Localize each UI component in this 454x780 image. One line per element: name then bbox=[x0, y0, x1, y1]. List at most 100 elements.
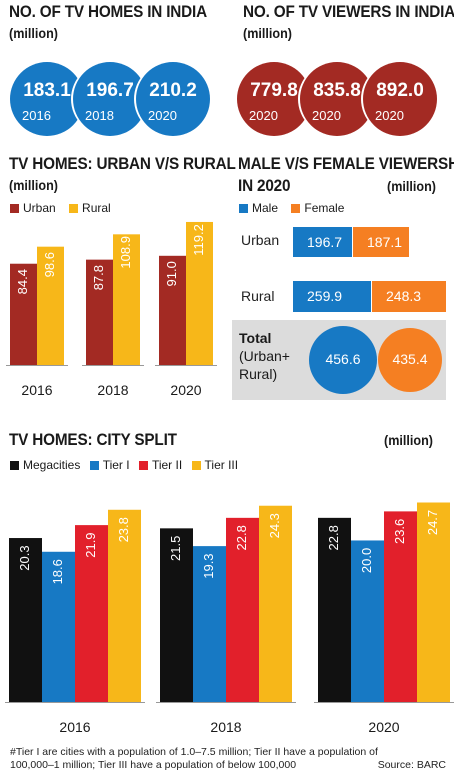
circle-value: 779.8 bbox=[250, 80, 298, 101]
data-label: 108.9 bbox=[118, 236, 133, 269]
bar-tier-ii-2016 bbox=[75, 525, 108, 702]
male-female-title-line1: MALE V/S FEMALE VIEWERSHIP bbox=[238, 154, 454, 173]
legend-label: Rural bbox=[82, 201, 111, 215]
total-label-line3: Rural) bbox=[239, 366, 278, 382]
data-label: 98.6 bbox=[42, 252, 57, 277]
total-female-circle: 435.4 bbox=[378, 328, 442, 392]
male-female-title-line2: IN 2020 bbox=[238, 176, 291, 195]
bar-megacities-2020 bbox=[318, 517, 351, 702]
legend-label: Tier I bbox=[102, 458, 130, 472]
data-label: 87.8 bbox=[91, 265, 106, 290]
male-bar-rural: 259.9 bbox=[293, 281, 371, 312]
legend-swatch bbox=[191, 461, 201, 470]
circle-value: 892.0 bbox=[376, 80, 424, 101]
bar-megacities-2018 bbox=[160, 528, 193, 702]
circle-year: 2020 bbox=[375, 108, 404, 123]
legend-swatch bbox=[10, 461, 19, 470]
city-split-unit: (million) bbox=[384, 432, 433, 448]
bar-tier-iii-2016 bbox=[108, 509, 141, 702]
bar-rural-2016 bbox=[37, 246, 64, 365]
circle-value: 435.4 bbox=[392, 351, 428, 367]
data-label: 24.3 bbox=[267, 513, 282, 538]
city-split-legend: Megacities Tier I Tier II Tier III bbox=[10, 458, 248, 472]
legend-item-male: Male bbox=[239, 201, 278, 215]
legend-label: Urban bbox=[23, 201, 56, 215]
data-label: 18.6 bbox=[50, 559, 65, 584]
bar-tier-i-2016 bbox=[42, 551, 75, 702]
tv-homes-unit: (million) bbox=[9, 25, 58, 41]
total-male-circle: 456.6 bbox=[309, 326, 377, 394]
bar-megacities-2016 bbox=[9, 538, 42, 702]
circle-value: 835.8 bbox=[313, 80, 361, 101]
urban-rural-title: TV HOMES: URBAN V/S RURAL bbox=[9, 154, 236, 173]
footnote-line1: #Tier I are cities with a population of … bbox=[10, 746, 378, 758]
male-female-unit: (million) bbox=[387, 178, 436, 194]
legend-item-female: Female bbox=[291, 201, 344, 215]
legend-item-tier2: Tier II bbox=[138, 458, 183, 472]
bar-rural-2020 bbox=[186, 221, 213, 365]
row-label-urban: Urban bbox=[241, 232, 280, 248]
total-label-line2: (Urban+ bbox=[239, 348, 290, 364]
bar-tier-iii-2020 bbox=[417, 502, 450, 702]
legend-label: Tier II bbox=[151, 458, 183, 472]
city-split-bar-chart: 20.3 18.6 21.9 23.8 2016 21.5 19.3 22.8 24.3 2018… bbox=[5, 502, 454, 735]
data-label: 23.8 bbox=[116, 517, 131, 542]
data-label: 84.4 bbox=[15, 269, 30, 294]
bar-tier-i-2018 bbox=[193, 546, 226, 702]
circle-value: 183.1 bbox=[23, 80, 71, 101]
x-tick-label: 2020 bbox=[368, 719, 399, 735]
legend-item-megacities: Megacities bbox=[10, 458, 80, 472]
data-label: 23.6 bbox=[392, 519, 407, 544]
tv-homes-circle-2018: 196.7 2018 bbox=[73, 62, 147, 136]
circle-year: 2016 bbox=[22, 108, 51, 123]
legend-swatch bbox=[69, 204, 79, 213]
male-female-legend: Male Female bbox=[239, 201, 354, 215]
bar-tier-iii-2018 bbox=[259, 505, 292, 702]
x-tick-label: 2016 bbox=[21, 382, 52, 398]
tv-homes-circle-2020: 210.2 2020 bbox=[136, 62, 210, 136]
bar-value: 196.7 bbox=[307, 234, 343, 250]
data-label: 22.8 bbox=[234, 525, 249, 550]
urban-rural-bar-chart: 84.4 98.6 2016 87.8 108.9 2018 91.0 119.2 2020 bbox=[6, 221, 217, 398]
bar-tier-ii-2018 bbox=[226, 517, 259, 702]
data-label: 24.7 bbox=[425, 510, 440, 535]
bar-tier-i-2020 bbox=[351, 540, 384, 702]
total-panel: Total (Urban+ Rural) 456.6 435.4 bbox=[232, 320, 446, 400]
circle-value: 456.6 bbox=[325, 351, 361, 367]
legend-swatch bbox=[239, 204, 248, 213]
legend-swatch bbox=[138, 461, 148, 470]
data-label: 19.3 bbox=[201, 553, 216, 578]
bar-urban-2018 bbox=[86, 259, 113, 365]
bar-urban-2016 bbox=[10, 263, 37, 365]
data-label: 91.0 bbox=[164, 261, 179, 286]
female-bar-rural: 248.3 bbox=[372, 281, 446, 312]
circle-value: 210.2 bbox=[149, 80, 197, 101]
x-tick-label: 2020 bbox=[170, 382, 201, 398]
tv-viewers-title: NO. OF TV VIEWERS IN INDIA bbox=[243, 2, 454, 21]
x-tick-label: 2018 bbox=[97, 382, 128, 398]
male-bar-urban: 196.7 bbox=[293, 227, 352, 257]
legend-label: Tier III bbox=[204, 458, 239, 472]
data-label: 20.3 bbox=[17, 545, 32, 570]
tv-viewers-circle-2: 835.8 2020 bbox=[300, 62, 374, 136]
data-label: 21.5 bbox=[168, 536, 183, 561]
bar-rural-2018 bbox=[113, 234, 140, 365]
urban-rural-legend: Urban Rural bbox=[10, 201, 121, 215]
circle-year: 2020 bbox=[148, 108, 177, 123]
circle-year: 2018 bbox=[85, 108, 114, 123]
legend-label: Female bbox=[304, 201, 345, 215]
bar-value: 248.3 bbox=[386, 288, 422, 304]
legend-item-rural: Rural bbox=[69, 201, 111, 215]
footnote-line2: 100,000–1 million; Tier III have a popul… bbox=[10, 759, 297, 771]
legend-swatch bbox=[89, 461, 99, 470]
tv-homes-title: NO. OF TV HOMES IN INDIA bbox=[9, 2, 207, 21]
circle-year: 2020 bbox=[249, 108, 278, 123]
tv-viewers-circle-3: 892.0 2020 bbox=[363, 62, 437, 136]
circle-value: 196.7 bbox=[86, 80, 134, 101]
bar-value: 259.9 bbox=[307, 288, 343, 304]
data-label: 119.2 bbox=[191, 224, 206, 256]
data-label: 20.0 bbox=[359, 548, 374, 573]
legend-swatch bbox=[10, 204, 19, 213]
city-split-title: TV HOMES: CITY SPLIT bbox=[9, 430, 177, 449]
bar-urban-2020 bbox=[159, 255, 186, 365]
